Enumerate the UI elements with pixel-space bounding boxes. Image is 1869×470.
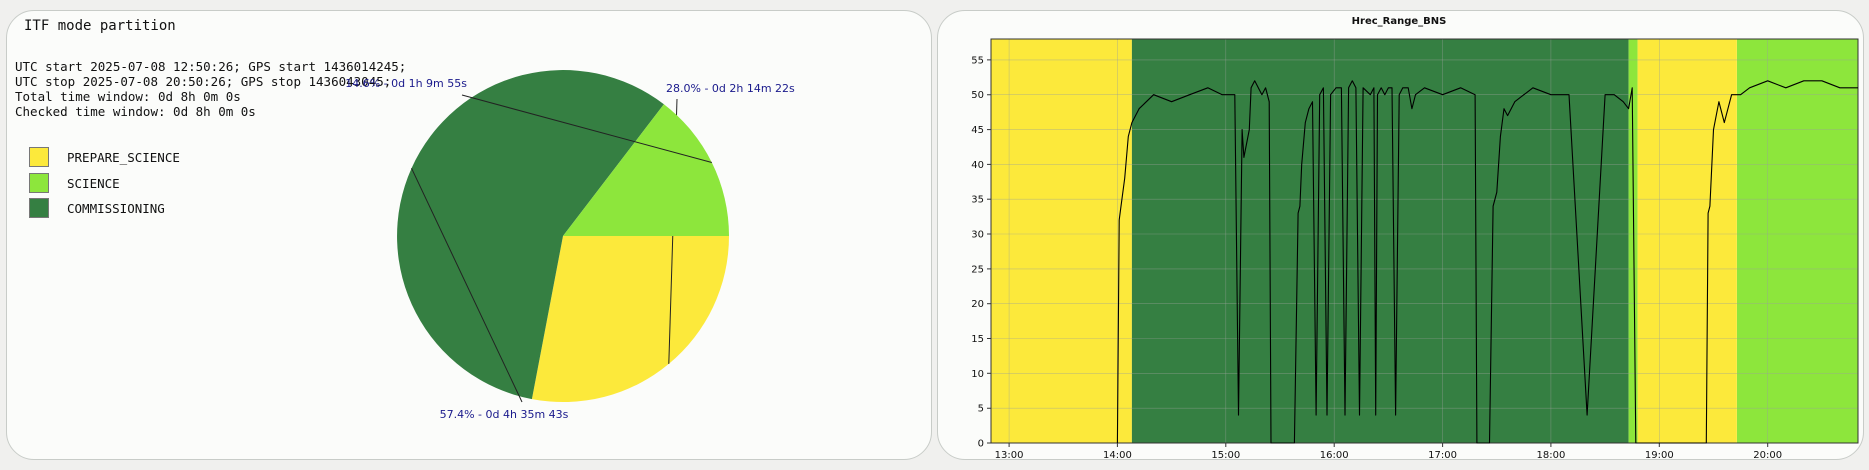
y-tick-label: 45 [971,125,984,136]
line-chart: Hrec_Range_BNS 0 5 10 15 20 25 30 35 40 45 50 55 13:… [971,16,1859,459]
y-tick-label: 40 [971,160,984,171]
x-tick-label: 14:00 [1103,450,1132,459]
y-tick-label: 20 [971,299,984,310]
x-tick-label: 20:00 [1753,450,1782,459]
pie-slice [531,236,729,403]
x-tick-label: 15:00 [1211,450,1240,459]
mode-band [1737,39,1858,443]
legend-label: PREPARE_SCIENCE [67,150,180,165]
info-utc-start: UTC start 2025-07-08 12:50:26; GPS start… [15,59,407,74]
legend-swatch [29,198,49,218]
info-utc-stop: UTC stop 2025-07-08 20:50:26; GPS stop 1… [15,74,392,89]
y-tick-label: 15 [971,334,984,345]
mode-band [1131,39,1629,443]
pie-slice [397,70,664,400]
legend-swatch [29,173,49,193]
legend-label: SCIENCE [67,176,120,191]
chart-title: Hrec_Range_BNS [1352,16,1447,27]
pie-slice [563,104,729,236]
info-total-window: Total time window: 0d 8h 0m 0s [15,89,241,104]
legend-label: COMMISSIONING [67,201,165,216]
y-tick-label: 50 [971,90,984,101]
pie-chart: 28.0% - 0d 2h 14m 22s 57.4% - 0d 4h 35m 4… [345,70,795,421]
y-tick-label: 55 [971,55,984,66]
pie-slice-label: 14.6% - 0d 1h 9m 55s [345,77,467,90]
pie-slice-label: 28.0% - 0d 2h 14m 22s [666,82,795,95]
pie-slice-label: 57.4% - 0d 4h 35m 43s [440,408,569,421]
hrec-range-panel: Hrec_Range_BNS 0 5 10 15 20 25 30 35 40 45 50 55 13:… [937,10,1864,460]
y-tick-label: 0 [978,439,984,450]
mode-band [1628,39,1638,443]
y-tick-label: 30 [971,230,984,241]
x-tick-label: 17:00 [1428,450,1457,459]
info-checked-window: Checked time window: 0d 8h 0m 0s [15,104,256,119]
x-tick-label: 19:00 [1645,450,1674,459]
pie-label-leader [411,167,523,403]
mode-partition-panel: ITF mode partition UTC start 2025-07-08 … [6,10,932,460]
mode-band [991,39,1132,443]
y-tick-label: 5 [978,404,984,415]
x-tick-label: 13:00 [995,450,1024,459]
x-tick-label: 16:00 [1320,450,1349,459]
plot-frame [990,38,1859,444]
y-tick-label: 10 [971,369,984,380]
pie-label-leader [461,94,712,163]
x-tick-label: 18:00 [1536,450,1565,459]
series-line [1116,80,1858,444]
legend-swatch [29,147,49,167]
y-tick-label: 35 [971,195,984,206]
mode-band [1637,39,1737,443]
y-tick-label: 25 [971,264,984,275]
panel-title: ITF mode partition [24,18,176,34]
